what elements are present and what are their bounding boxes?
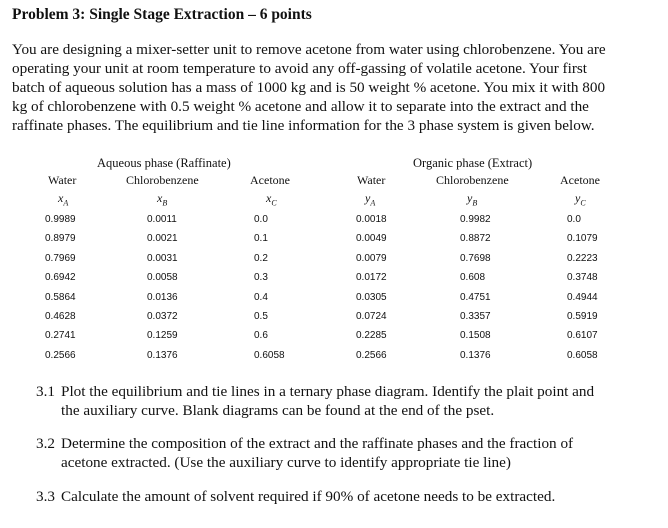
intro-line: batch of aqueous solution has a mass of … (12, 79, 606, 96)
table-cell: 0.1376 (147, 349, 178, 361)
col-header-chlorobenzene-raffinate: Chlorobenzene (126, 173, 199, 187)
question-line: Determine the composition of the extract… (61, 435, 574, 452)
table-cell: 0.4 (254, 291, 268, 303)
table-cell: 0.3748 (567, 272, 598, 284)
table-cell: 0.0 (254, 214, 268, 225)
table-cell: 0.2223 (567, 252, 598, 264)
table-cell: 0.5919 (567, 311, 598, 322)
table-cell: 0.8872 (460, 233, 491, 245)
intro-line: raffinate phases. The equilibrium and ti… (12, 117, 595, 134)
table-cell: 0.7698 (460, 252, 491, 264)
problem-title: Problem 3: Single Stage Extraction – 6 p… (12, 6, 312, 23)
table-cell: 0.0021 (147, 233, 178, 245)
table-cell: 0.608 (460, 272, 486, 284)
question-line: Calculate the amount of solvent required… (61, 488, 556, 505)
table-cell: 0.0172 (356, 272, 387, 284)
question-3-2: 3.2 Determine the composition of the extr… (36, 434, 640, 472)
table-cell: 0.2566 (45, 349, 76, 361)
table-cell: 0.1508 (460, 330, 491, 342)
extract-group-label: Organic phase (Extract) (413, 156, 533, 170)
table-cell: 0.0305 (356, 291, 387, 303)
table-cell: 0.3 (254, 272, 268, 284)
table-cell: 0.1376 (460, 349, 491, 361)
question-number: 3.2 (36, 435, 55, 452)
question-number: 3.3 (36, 488, 55, 505)
table-cell: 0.6058 (254, 349, 285, 361)
table-cell: 0.7969 (45, 252, 76, 264)
intro-line: kg of chlorobenzene with 0.5 weight % ac… (12, 98, 589, 115)
table-cell: 0.2566 (356, 349, 387, 361)
table-cell: 0.0724 (356, 311, 387, 322)
table-cell: 0.1079 (567, 233, 598, 245)
col-header-chlorobenzene-extract: Chlorobenzene (436, 173, 509, 187)
question-line: acetone extracted. (Use the auxiliary cu… (61, 454, 511, 471)
table-cell: 0.0136 (147, 291, 178, 303)
question-number: 3.1 (36, 383, 55, 400)
table-cell: 0.0 (567, 214, 581, 225)
col-symbol-xb: xB (157, 191, 168, 208)
table-cell: 0.0031 (147, 252, 178, 264)
equilibrium-table: Aqueous phase (Raffinate) Organic phase … (0, 148, 668, 363)
col-header-water-extract: Water (357, 173, 386, 187)
col-header-water-raffinate: Water (48, 173, 77, 187)
table-cell: 0.4628 (45, 311, 76, 322)
table-cell: 0.1259 (147, 330, 178, 342)
table-cell: 0.3357 (460, 311, 491, 322)
col-symbol-ya: yA (365, 191, 376, 208)
table-cell: 0.0011 (147, 214, 177, 225)
col-symbol-xa: xA (58, 191, 69, 208)
extract-group-header: Organic phase (Extract) (413, 156, 532, 171)
question-line: the auxiliary curve. Blank diagrams can … (61, 402, 495, 419)
table-cell: 0.8979 (45, 233, 76, 245)
table-cell: 0.4751 (460, 291, 491, 303)
question-3-1: 3.1 Plot the equilibrium and tie lines in… (36, 382, 640, 420)
col-header-acetone-raffinate: Acetone (250, 173, 290, 187)
table-cell: 0.1 (254, 233, 268, 245)
table-cell: 0.0372 (147, 311, 178, 322)
table-cell: 0.6058 (567, 349, 598, 361)
raffinate-group-header: Aqueous phase (Raffinate) (97, 156, 231, 171)
problem-intro: You are designing a mixer-setter unit to… (12, 40, 646, 135)
table-cell: 0.2285 (356, 330, 387, 342)
question-line: Plot the equilibrium and tie lines in a … (61, 383, 595, 400)
question-3-3: 3.3 Calculate the amount of solvent requi… (36, 487, 640, 506)
table-cell: 0.6942 (45, 272, 76, 284)
table-cell: 0.4944 (567, 291, 598, 303)
table-cell: 0.9989 (45, 214, 76, 225)
table-cell: 0.6107 (567, 330, 598, 342)
table-cell: 0.5 (254, 311, 268, 322)
table-cell: 0.6 (254, 330, 268, 342)
table-cell: 0.9982 (460, 214, 491, 225)
table-cell: 0.5864 (45, 291, 76, 303)
table-cell: 0.2 (254, 252, 268, 264)
col-symbol-xc: xC (266, 191, 277, 208)
table-cell: 0.2741 (45, 330, 76, 342)
table-cell: 0.0079 (356, 252, 387, 264)
intro-line: You are designing a mixer-setter unit to… (12, 41, 606, 58)
intro-line: operating your unit at room temperature … (12, 60, 588, 77)
raffinate-group-label: Aqueous phase (Raffinate) (97, 156, 231, 170)
col-header-acetone-extract: Acetone (560, 173, 600, 187)
table-cell: 0.0018 (356, 214, 387, 225)
col-symbol-yc: yC (575, 191, 586, 208)
col-symbol-yb: yB (467, 191, 478, 208)
table-cell: 0.0049 (356, 233, 387, 245)
table-cell: 0.0058 (147, 272, 178, 284)
